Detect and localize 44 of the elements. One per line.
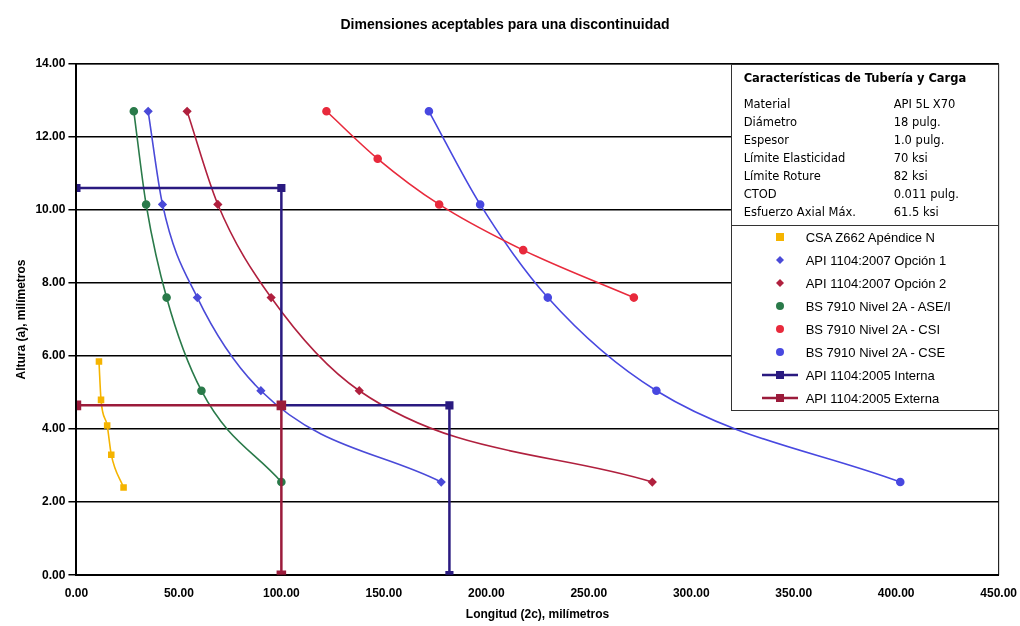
annotation: Diámetro (743, 113, 799, 131)
legend-label: BS 7910 Nivel 2A - ASE/I (805, 298, 951, 314)
annotation: 0.011 pulg. (893, 185, 959, 203)
annotation: Características de Tubería y Carga (743, 70, 968, 85)
y-tick-label: 10.00 (35, 202, 66, 217)
legend-label: API 1104:2007 Opción 1 (805, 252, 947, 268)
x-tick-label: 200.00 (467, 585, 505, 600)
chart-title: Dimensiones aceptables para una discontinuidad (340, 16, 670, 33)
x-tick-label: 300.00 (672, 585, 710, 600)
legend-label: API 1104:2007 Opción 2 (805, 275, 947, 291)
annotation: Material (743, 95, 792, 113)
x-tick-label: 450.00 (980, 585, 1018, 600)
annotation: API 5L X70 (893, 95, 956, 113)
annotation: Espesor (743, 131, 791, 149)
x-tick-label: 0.00 (64, 585, 89, 600)
x-tick-label: 350.00 (775, 585, 813, 600)
y-tick-label: 12.00 (35, 129, 66, 144)
legend-label: BS 7910 Nivel 2A - CSI (805, 321, 941, 337)
y-tick-label: 8.00 (42, 275, 66, 290)
legend-label: API 1104:2005 Interna (805, 367, 935, 383)
y-axis-title: Altura (a), milímetros (13, 259, 28, 380)
x-tick-label: 400.00 (877, 585, 915, 600)
annotation: CTOD (743, 185, 778, 203)
annotation: Límite Roture (743, 167, 822, 185)
annotation: 1.0 pulg. (893, 131, 945, 149)
legend-label: API 1104:2005 Externa (805, 390, 940, 406)
legend-label: BS 7910 Nivel 2A - CSE (805, 344, 946, 360)
annotation: 18 pulg. (893, 113, 941, 131)
x-tick-label: 150.00 (365, 585, 403, 600)
x-tick-label: 50.00 (163, 585, 195, 600)
annotation: 61.5 ksi (893, 203, 939, 221)
annotation: Esfuerzo Axial Máx. (743, 203, 857, 221)
annotation: 70 ksi (893, 149, 928, 167)
x-tick-label: 250.00 (570, 585, 608, 600)
legend-label: CSA Z662 Apéndice N (805, 229, 935, 245)
annotation: Límite Elasticidad (743, 149, 847, 167)
y-tick-label: 2.00 (42, 494, 66, 509)
y-tick-label: 14.00 (35, 56, 66, 71)
x-tick-label: 100.00 (263, 585, 301, 600)
y-tick-label: 4.00 (42, 421, 66, 436)
y-tick-label: 6.00 (42, 348, 66, 363)
annotation: 82 ksi (893, 167, 928, 185)
y-tick-label: 0.00 (42, 567, 66, 582)
x-axis-title: Longitud (2c), milímetros (465, 607, 610, 622)
